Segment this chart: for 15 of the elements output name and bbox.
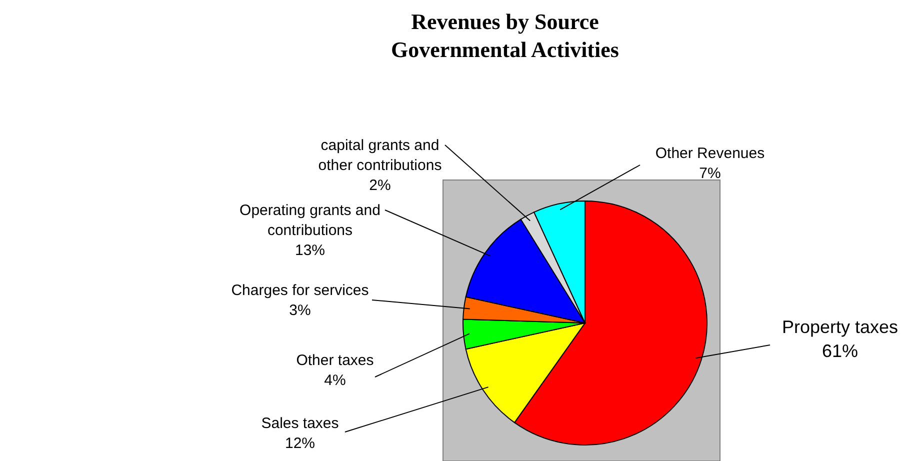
slice-label: Other Revenues [655, 145, 765, 162]
data-label: 61% [822, 341, 858, 361]
slice-label: Property taxes [782, 317, 898, 337]
data-label: 13% [294, 242, 326, 259]
slice-label: Operating grants and contributions [240, 202, 380, 239]
slice-label: Other taxes [296, 352, 374, 369]
chart-title: Revenues by Source Governmental Activities [390, 8, 620, 64]
data-label: 2% [369, 177, 391, 194]
data-label: 4% [324, 372, 346, 389]
slice-label: Charges for services [231, 282, 369, 299]
data-label: 12% [284, 435, 316, 452]
data-label: 3% [289, 302, 311, 319]
data-label: 7% [699, 165, 721, 182]
slice-label: Sales taxes [261, 415, 339, 432]
slice-label: capital grants and other contributions [318, 137, 442, 174]
